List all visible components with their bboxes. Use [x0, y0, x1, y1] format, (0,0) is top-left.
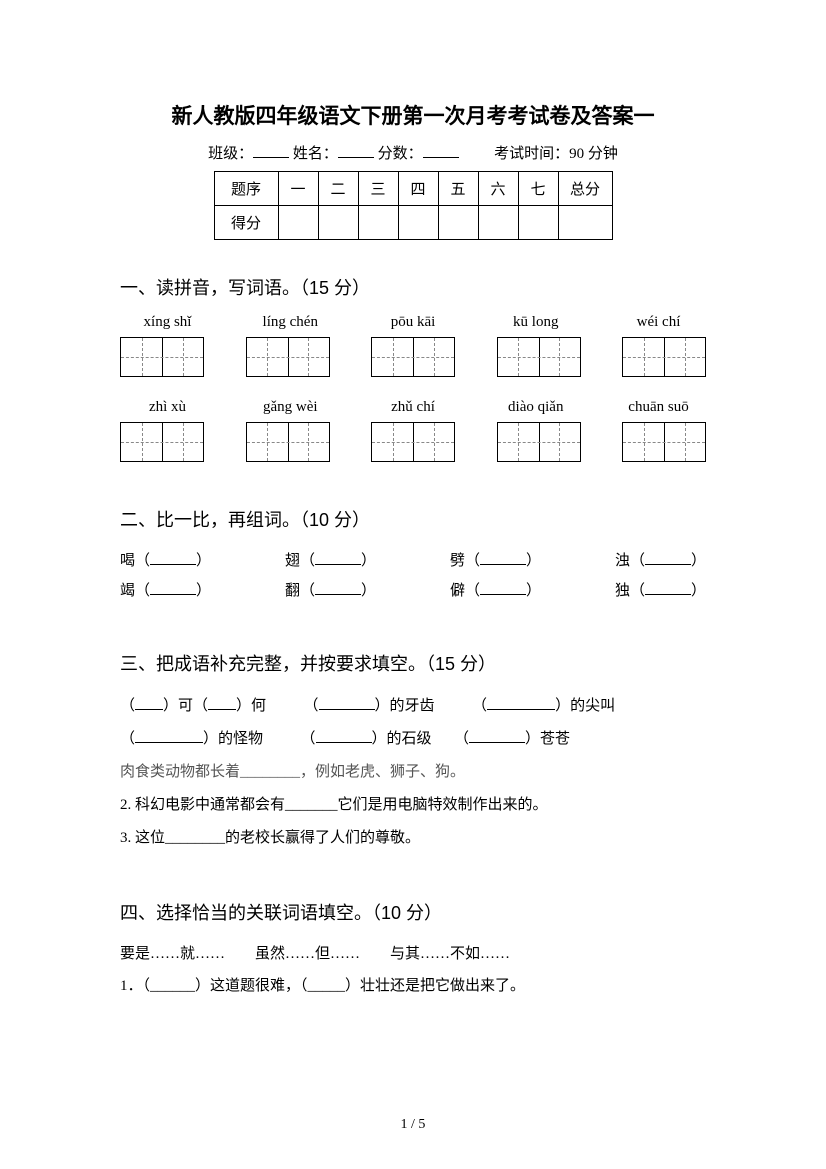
tianzige-box[interactable]: [371, 422, 455, 462]
score-cell[interactable]: [558, 206, 612, 240]
col-1: 一: [278, 172, 318, 206]
name-label: 姓名：: [293, 146, 338, 162]
tianzige-box[interactable]: [246, 422, 330, 462]
class-blank[interactable]: [253, 143, 289, 158]
char: 竭: [120, 583, 135, 599]
tianzige-box[interactable]: [120, 422, 204, 462]
box-row-1: [120, 337, 706, 377]
char: 僻: [450, 583, 465, 599]
pinyin: kū long: [488, 314, 583, 331]
tianzige-box[interactable]: [246, 337, 330, 377]
pinyin: gǎng wèi: [243, 399, 338, 416]
score-cell[interactable]: [438, 206, 478, 240]
row-label-2: 得分: [214, 206, 278, 240]
pinyin-row-2: zhì xù gǎng wèi zhǔ chí diào qiǎn chuān …: [120, 399, 706, 416]
col-7: 七: [518, 172, 558, 206]
pinyin: chuān suō: [611, 399, 706, 416]
q2-col: 翅（） 翻（）: [285, 546, 376, 606]
blank[interactable]: [480, 581, 526, 595]
row-label: 题序: [214, 172, 278, 206]
box-row-2: [120, 422, 706, 462]
score-cell[interactable]: [278, 206, 318, 240]
blank[interactable]: [208, 696, 236, 710]
blank[interactable]: [150, 551, 196, 565]
blank[interactable]: [150, 581, 196, 595]
name-blank[interactable]: [338, 143, 374, 158]
section-4: 四、选择恰当的关联词语填空。（10 分） 要是……就…… 虽然……但…… 与其……: [120, 899, 706, 1002]
score-table: 题序 一 二 三 四 五 六 七 总分 得分: [214, 171, 613, 240]
q2-grid: 喝（） 竭（） 翅（） 翻（） 劈（） 僻（） 浊（） 独（）: [120, 546, 706, 606]
score-cell[interactable]: [478, 206, 518, 240]
tianzige-box[interactable]: [622, 422, 706, 462]
col-5: 五: [438, 172, 478, 206]
col-3: 三: [358, 172, 398, 206]
pinyin: wéi chí: [611, 314, 706, 331]
q3-line-1: （）可（）何 （）的牙齿 （）的尖叫: [120, 690, 706, 723]
q3-line-5: 3. 这位________的老校长赢得了人们的尊敬。: [120, 822, 706, 855]
tianzige-box[interactable]: [622, 337, 706, 377]
q3-line-4: 2. 科幻电影中通常都会有_______它们是用电脑特效制作出来的。: [120, 789, 706, 822]
score-cell[interactable]: [518, 206, 558, 240]
pinyin: pōu kāi: [366, 314, 461, 331]
q4-head: 四、选择恰当的关联词语填空。（10 分）: [120, 899, 706, 925]
page-title: 新人教版四年级语文下册第一次月考考试卷及答案一: [120, 100, 706, 130]
tianzige-box[interactable]: [497, 337, 581, 377]
q2-col: 劈（） 僻（）: [450, 546, 541, 606]
blank[interactable]: [319, 696, 375, 710]
blank[interactable]: [645, 581, 691, 595]
score-cell[interactable]: [358, 206, 398, 240]
pinyin-row-1: xíng shǐ líng chén pōu kāi kū long wéi c…: [120, 314, 706, 331]
pinyin: zhǔ chí: [366, 399, 461, 416]
tianzige-box[interactable]: [371, 337, 455, 377]
section-2: 二、比一比，再组词。（10 分） 喝（） 竭（） 翅（） 翻（） 劈（） 僻（）…: [120, 506, 706, 606]
q2-col: 喝（） 竭（）: [120, 546, 211, 606]
q2-col: 浊（） 独（）: [615, 546, 706, 606]
section-3: 三、把成语补充完整，并按要求填空。（15 分） （）可（）何 （）的牙齿 （）的…: [120, 650, 706, 855]
blank[interactable]: [315, 551, 361, 565]
q1-head: 一、读拼音，写词语。（15 分）: [120, 274, 706, 300]
blank[interactable]: [469, 729, 525, 743]
page-number: 1 / 5: [0, 1117, 826, 1133]
pinyin: zhì xù: [120, 399, 215, 416]
blank[interactable]: [135, 729, 203, 743]
blank[interactable]: [645, 551, 691, 565]
score-cell[interactable]: [318, 206, 358, 240]
q2-head: 二、比一比，再组词。（10 分）: [120, 506, 706, 532]
q3-head: 三、把成语补充完整，并按要求填空。（15 分）: [120, 650, 706, 676]
score-blank[interactable]: [423, 143, 459, 158]
class-label: 班级：: [208, 146, 253, 162]
col-6: 六: [478, 172, 518, 206]
q4-item-1: 1．（______）这道题很难，（_____）壮壮还是把它做出来了。: [120, 971, 706, 1003]
score-label: 分数：: [378, 146, 423, 162]
pinyin: xíng shǐ: [120, 314, 215, 331]
blank[interactable]: [316, 729, 372, 743]
col-2: 二: [318, 172, 358, 206]
section-1: 一、读拼音，写词语。（15 分） xíng shǐ líng chén pōu …: [120, 274, 706, 462]
blank[interactable]: [480, 551, 526, 565]
char: 独: [615, 583, 630, 599]
q3-line-3: 肉食类动物都长着________，例如老虎、狮子、狗。: [120, 756, 706, 789]
char: 翻: [285, 583, 300, 599]
col-4: 四: [398, 172, 438, 206]
char: 翅: [285, 553, 300, 569]
char: 喝: [120, 553, 135, 569]
char: 劈: [450, 553, 465, 569]
blank[interactable]: [315, 581, 361, 595]
pinyin: diào qiǎn: [488, 399, 583, 416]
blank[interactable]: [487, 696, 555, 710]
q3-line-2: （）的怪物 （）的石级 （）苍苍: [120, 723, 706, 756]
score-cell[interactable]: [398, 206, 438, 240]
char: 浊: [615, 553, 630, 569]
blank[interactable]: [135, 696, 163, 710]
exam-time: 考试时间：90 分钟: [494, 146, 618, 162]
tianzige-box[interactable]: [120, 337, 204, 377]
meta-line: 班级： 姓名： 分数： 考试时间：90 分钟: [120, 142, 706, 163]
tianzige-box[interactable]: [497, 422, 581, 462]
col-total: 总分: [558, 172, 612, 206]
q4-options: 要是……就…… 虽然……但…… 与其……不如……: [120, 939, 706, 971]
pinyin: líng chén: [243, 314, 338, 331]
